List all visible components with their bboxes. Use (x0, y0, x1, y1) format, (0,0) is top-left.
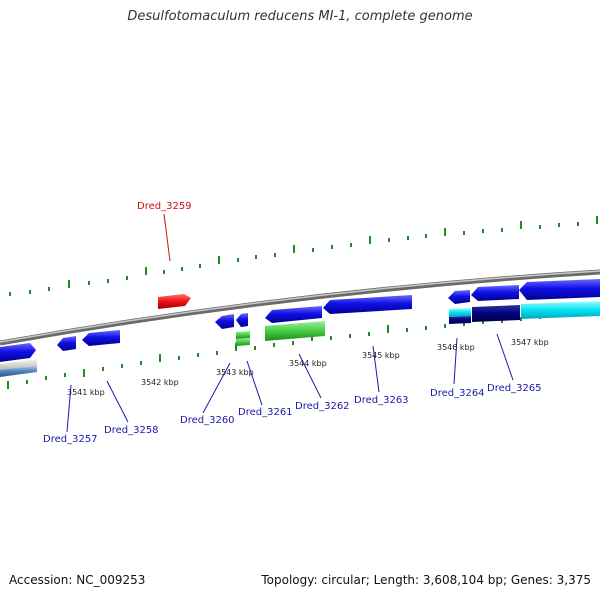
genome-backbone (0, 269, 600, 346)
gene-dred-3257[interactable] (57, 336, 76, 351)
gene-reverse-left-2[interactable] (0, 366, 37, 377)
gene-label-dred-3264[interactable]: Dred_3264 (430, 388, 485, 399)
gene-dred-3264-c[interactable] (449, 316, 471, 324)
lower-tick-track (7, 310, 598, 389)
kbp-label-3542: 3542 kbp (141, 378, 179, 387)
label-leaders (66, 213, 514, 433)
gene-dred-3261-a[interactable] (236, 331, 250, 339)
gene-label-dred-3260[interactable]: Dred_3260 (180, 415, 235, 426)
gene-label-dred-3258[interactable]: Dred_3258 (104, 425, 159, 436)
gene-right-blue[interactable] (519, 279, 600, 300)
gene-label-dred-3263[interactable]: Dred_3263 (354, 395, 409, 406)
gene-dred-3261-b[interactable] (236, 338, 250, 346)
upper-tick-track (9, 216, 598, 296)
reverse-strand-genes (0, 279, 600, 377)
gene-label-dred-3259[interactable]: Dred_3259 (137, 201, 192, 212)
forward-strand-genes (0, 294, 191, 362)
gene-dred-3258[interactable] (82, 330, 120, 346)
gene-dred-3265-b[interactable] (472, 305, 520, 322)
kbp-label-3546: 3546 kbp (437, 343, 475, 352)
kbp-label-3545: 3545 kbp (362, 351, 400, 360)
gene-dred-3264-a[interactable] (448, 290, 470, 304)
gene-dred-3264-b[interactable] (449, 308, 471, 317)
gene-dred-3259[interactable] (158, 294, 191, 309)
genome-backbone-highlight (0, 270, 600, 343)
gene-right-cyan[interactable] (521, 301, 600, 319)
gene-dred-3262-a[interactable] (265, 306, 322, 323)
gene-label-dred-3262[interactable]: Dred_3262 (295, 401, 350, 412)
gene-forward-1[interactable] (0, 343, 36, 362)
kbp-label-3544: 3544 kbp (289, 359, 327, 368)
gene-label-dred-3257[interactable]: Dred_3257 (43, 434, 98, 445)
gene-dred-3265-a[interactable] (471, 285, 519, 301)
topology-label: Topology: circular; Length: 3,608,104 bp… (261, 573, 591, 587)
kbp-label-3541: 3541 kbp (67, 388, 105, 397)
gene-label-dred-3265[interactable]: Dred_3265 (487, 383, 542, 394)
gene-dred-3263[interactable] (323, 295, 412, 314)
accession-label: Accession: NC_009253 (9, 573, 146, 587)
gene-dred-3260-b[interactable] (236, 313, 248, 327)
gene-labels: Dred_3259 Dred_3257 Dred_3258 Dred_3260 … (43, 201, 542, 445)
gene-dred-3262-b[interactable] (265, 321, 325, 341)
kbp-scale-labels: 3541 kbp 3542 kbp 3543 kbp 3544 kbp 3545… (67, 338, 549, 397)
gene-label-dred-3261[interactable]: Dred_3261 (238, 407, 293, 418)
genome-title: Desulfotomaculum reducens MI-1, complete… (127, 9, 473, 24)
kbp-label-3543: 3543 kbp (216, 368, 254, 377)
kbp-label-3547: 3547 kbp (511, 338, 549, 347)
gene-dred-3260-a[interactable] (215, 314, 234, 329)
